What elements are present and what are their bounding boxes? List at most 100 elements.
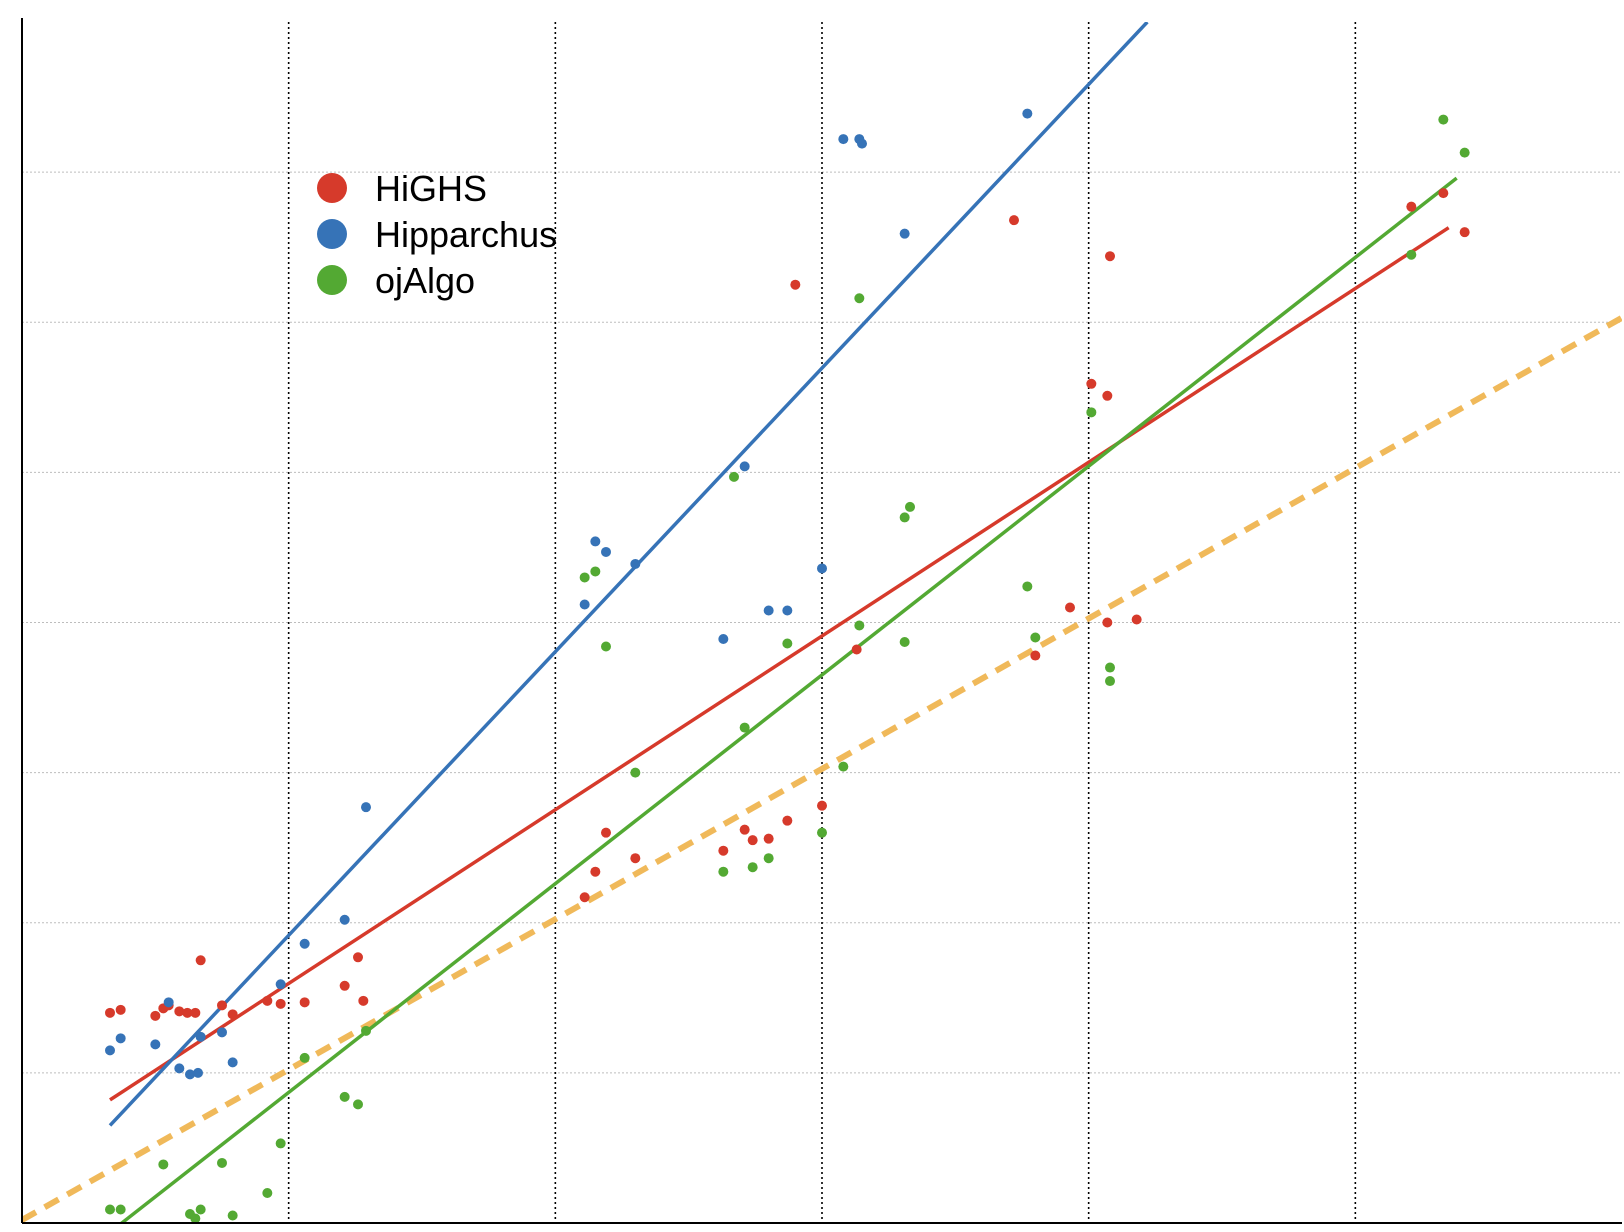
data-point-hipparchus (195, 1031, 206, 1042)
data-point-hipparchus (899, 228, 910, 239)
data-point-ojalgo (190, 1213, 201, 1224)
data-point-highs (217, 1000, 227, 1011)
data-point-hipparchus (763, 605, 774, 616)
data-point-hipparchus (590, 536, 601, 547)
data-point-ojalgo (299, 1052, 310, 1063)
data-point-ojalgo (763, 853, 774, 864)
data-point-hipparchus (193, 1067, 203, 1078)
data-point-ojalgo (1459, 147, 1470, 158)
legend-label-ojalgo: ojAlgo (375, 260, 475, 301)
data-point-highs (195, 955, 206, 966)
data-point-highs (105, 1007, 115, 1018)
data-point-hipparchus (105, 1045, 115, 1056)
data-point-ojalgo (1022, 581, 1033, 592)
trend-line-highs (109, 226, 1450, 1102)
data-point-highs (601, 827, 611, 838)
data-point-ojalgo (262, 1187, 273, 1198)
data-point-hipparchus (150, 1039, 161, 1050)
data-point-ojalgo (275, 1138, 286, 1149)
data-point-ojalgo (899, 637, 910, 648)
data-point-highs (718, 845, 729, 856)
data-point-highs (1131, 614, 1142, 625)
data-point-ojalgo (838, 761, 849, 772)
data-point-ojalgo (718, 866, 729, 877)
data-point-hipparchus (174, 1063, 185, 1074)
data-point-highs (1065, 602, 1075, 613)
data-point-highs (182, 1007, 193, 1018)
data-point-highs (115, 1004, 126, 1015)
data-point-hipparchus (817, 563, 827, 574)
data-point-ojalgo (1086, 407, 1097, 418)
data-point-highs (275, 998, 286, 1009)
data-point-ojalgo (105, 1204, 115, 1215)
data-point-hipparchus (185, 1069, 195, 1080)
data-point-ojalgo (899, 512, 910, 523)
data-point-hipparchus (718, 634, 729, 645)
trend-line-ojalgo (118, 176, 1458, 1223)
data-point-ojalgo (729, 471, 739, 482)
data-point-ojalgo (158, 1159, 169, 1170)
data-point-highs (763, 833, 774, 844)
data-point-highs (1086, 378, 1097, 389)
data-point-ojalgo (1406, 249, 1417, 260)
data-point-highs (1438, 188, 1449, 199)
data-point-highs (747, 835, 758, 846)
data-point-ojalgo (227, 1210, 238, 1221)
data-point-highs (1102, 390, 1113, 401)
data-point-hipparchus (739, 461, 750, 472)
data-point-hipparchus (339, 914, 350, 925)
data-point-highs (851, 644, 862, 655)
reference-line (22, 315, 1622, 1223)
data-point-ojalgo (361, 1025, 371, 1036)
data-point-hipparchus (299, 938, 310, 949)
data-point-ojalgo (1105, 662, 1115, 673)
data-point-ojalgo (782, 638, 793, 649)
data-point-highs (782, 815, 793, 826)
data-point-hipparchus (601, 546, 611, 557)
data-point-highs (174, 1006, 185, 1017)
data-point-highs (817, 800, 827, 811)
data-point-ojalgo (579, 572, 590, 583)
data-point-highs (150, 1010, 161, 1021)
trend-line-hipparchus (108, 22, 1149, 1127)
data-point-ojalgo (905, 501, 915, 512)
data-point-ojalgo (817, 827, 827, 838)
legend-marker-hipparchus (317, 219, 347, 249)
data-point-highs (579, 892, 590, 903)
data-point-highs (353, 952, 363, 963)
legend-marker-highs (317, 173, 347, 203)
data-point-ojalgo (630, 767, 641, 778)
data-point-highs (1030, 650, 1041, 661)
data-point-ojalgo (339, 1091, 350, 1102)
data-point-hipparchus (838, 134, 849, 145)
data-point-hipparchus (361, 802, 371, 813)
data-point-highs (299, 997, 310, 1008)
data-point-ojalgo (854, 293, 865, 304)
data-point-highs (590, 866, 601, 877)
data-point-ojalgo (1438, 114, 1449, 125)
data-point-ojalgo (1030, 632, 1041, 643)
trend-lines (108, 22, 1458, 1223)
data-point-hipparchus (115, 1033, 126, 1044)
data-point-highs (262, 995, 273, 1006)
data-point-highs (1406, 201, 1417, 212)
data-point-highs (630, 853, 641, 864)
legend: HiGHS Hipparchus ojAlgo (317, 168, 557, 301)
axes (21, 18, 1622, 1224)
data-point-hipparchus (857, 138, 867, 149)
data-point-highs (190, 1007, 201, 1018)
x-gridlines (287, 22, 1357, 1223)
data-points (105, 108, 1470, 1224)
data-point-highs (739, 824, 750, 835)
legend-marker-ojalgo (317, 265, 347, 295)
data-point-hipparchus (630, 558, 641, 569)
data-point-ojalgo (217, 1157, 227, 1168)
data-point-ojalgo (854, 620, 865, 631)
data-point-hipparchus (1022, 108, 1033, 119)
data-point-hipparchus (217, 1027, 227, 1038)
data-point-highs (790, 279, 801, 290)
data-point-ojalgo (195, 1204, 206, 1215)
data-point-ojalgo (115, 1204, 126, 1215)
data-point-ojalgo (1105, 676, 1115, 687)
